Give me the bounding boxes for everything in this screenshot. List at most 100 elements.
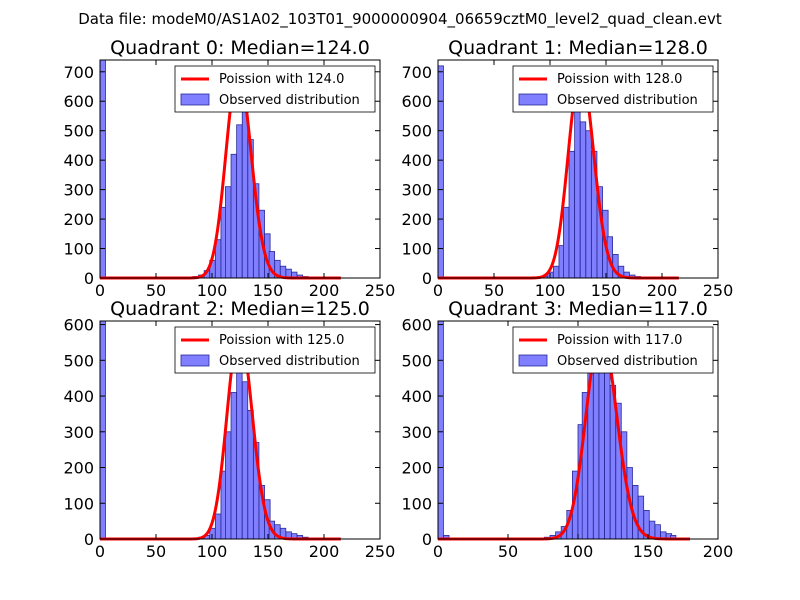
q1-legend-observed-label: Observed distribution	[557, 93, 698, 108]
q2-ytick-label-1: 100	[63, 494, 94, 513]
q0-ytick-label-6: 600	[63, 92, 94, 111]
q0-bar-8	[230, 153, 237, 279]
q0-ytick-label-2: 200	[63, 210, 94, 229]
q0-ytick-label-5: 500	[63, 122, 94, 141]
q1-bar-3	[552, 265, 560, 279]
quadrant-3-panel: Quadrant 3: Median=117.0 0 50 100 150 200 0 10…	[401, 298, 733, 561]
q0-ytick-label-7: 700	[63, 63, 94, 82]
q1-xtick-label-2: 100	[535, 281, 566, 300]
q2-ytick-label-3: 300	[63, 423, 94, 442]
q2-ytick-label-2: 200	[63, 459, 94, 478]
q0-ytick-label-3: 300	[63, 181, 94, 200]
quadrant-0-title: Quadrant 0: Median=124.0	[110, 37, 370, 59]
q3-xtick-label-0: 0	[433, 542, 443, 561]
quadrant-0-panel: Quadrant 0: Median=124.0 0 50 100 150 200 250…	[63, 37, 395, 300]
q3-ytick-label-4: 400	[401, 387, 432, 406]
q2-xtick-label-3: 150	[253, 542, 284, 561]
figure-suptitle: Data file: modeM0/AS1A02_103T01_90000009…	[78, 10, 722, 29]
q1-xtick-label-4: 200	[647, 281, 678, 300]
q1-bar-8	[579, 121, 587, 279]
quadrant-2-title: Quadrant 2: Median=125.0	[110, 298, 370, 320]
q2-axes-frame	[99, 320, 381, 540]
q1-bar-5	[563, 206, 570, 279]
q1-bar-0	[437, 65, 444, 279]
q2-legend-poisson-label: Poission with 125.0	[219, 333, 344, 348]
q2-bar-9	[241, 381, 249, 540]
q3-bar-11	[593, 359, 600, 540]
q2-ytick-label-6: 600	[63, 316, 94, 335]
q0-bar-10	[241, 109, 249, 279]
q3-ytick-label-6: 600	[401, 316, 432, 335]
q0-xtick-label-4: 200	[309, 281, 340, 300]
q2-bar-4	[214, 513, 222, 540]
q3-legend-bar-swatch	[518, 354, 548, 367]
q0-xtick-label-0: 0	[95, 281, 105, 300]
q3-xtick-label-1: 50	[498, 542, 518, 561]
q0-ytick-label-1: 100	[63, 240, 94, 259]
q1-ytick-label-2: 200	[401, 210, 432, 229]
q1-xtick-label-0: 0	[433, 281, 443, 300]
quadrant-1-panel: Quadrant 1: Median=128.0 0 50 100 150 200 250…	[401, 37, 733, 300]
q3-bar-0	[437, 320, 444, 540]
q1-ytick-label-3: 300	[401, 181, 432, 200]
q3-legend-observed-label: Observed distribution	[557, 354, 698, 369]
q3-bar-12	[598, 352, 605, 540]
q2-xtick-label-5: 250	[365, 542, 396, 561]
q1-ytick-label-7: 700	[401, 63, 432, 82]
q0-xtick-label-2: 100	[197, 281, 228, 300]
q2-xtick-label-1: 50	[146, 542, 166, 561]
quadrant-2-panel: Quadrant 2: Median=125.0 0 50 100 150 200 250…	[63, 298, 395, 561]
quadrant-1-title: Quadrant 1: Median=128.0	[448, 37, 708, 59]
q0-xtick-label-1: 50	[146, 281, 166, 300]
q3-xtick-label-3: 150	[633, 542, 664, 561]
q0-bar-7	[225, 186, 232, 279]
q2-bar-6	[225, 431, 232, 540]
q0-legend-observed-label: Observed distribution	[219, 93, 360, 108]
q2-legend-observed-label: Observed distribution	[219, 354, 360, 369]
q0-xtick-label-5: 250	[365, 281, 396, 300]
q0-bar-9	[236, 124, 243, 279]
q3-ytick-label-0: 0	[422, 530, 432, 549]
q0-axes-frame	[99, 59, 381, 279]
q2-ytick-label-5: 500	[63, 351, 94, 370]
q1-legend-poisson-label: Poission with 128.0	[557, 72, 682, 87]
q0-ytick-label-0: 0	[84, 269, 94, 288]
q2-bar-7	[230, 392, 237, 540]
q1-bar-7	[574, 109, 581, 279]
q2-bar-8	[236, 370, 243, 540]
q1-bar-9	[585, 130, 592, 279]
q3-xtick-label-2: 100	[563, 542, 594, 561]
q1-axes-frame	[437, 59, 719, 279]
q1-ytick-label-5: 500	[401, 122, 432, 141]
q0-xtick-label-3: 150	[253, 281, 284, 300]
q1-xtick-label-5: 250	[703, 281, 734, 300]
q1-ytick-label-6: 600	[401, 92, 432, 111]
q1-ytick-label-1: 100	[401, 240, 432, 259]
q1-ytick-label-4: 400	[401, 151, 432, 170]
q1-ytick-label-0: 0	[422, 269, 432, 288]
quadrant-3-title: Quadrant 3: Median=117.0	[448, 298, 708, 320]
q3-legend-poisson-label: Poission with 117.0	[557, 333, 682, 348]
q3-bar-22	[654, 524, 661, 540]
q0-legend-bar-swatch	[180, 93, 210, 106]
q3-ytick-label-2: 200	[401, 459, 432, 478]
q1-xtick-label-1: 50	[484, 281, 504, 300]
q0-ytick-label-4: 400	[63, 151, 94, 170]
q2-xtick-label-0: 0	[95, 542, 105, 561]
q2-legend-bar-swatch	[180, 354, 210, 367]
q2-xtick-label-2: 100	[197, 542, 228, 561]
q0-legend-poisson-label: Poission with 124.0	[219, 72, 344, 87]
q3-ytick-label-5: 500	[401, 351, 432, 370]
q3-ytick-label-3: 300	[401, 423, 432, 442]
q3-bar-13	[604, 359, 611, 540]
q1-legend-bar-swatch	[518, 93, 548, 106]
q1-bar-6	[568, 150, 575, 279]
q3-ytick-label-1: 100	[401, 494, 432, 513]
q0-bar-0	[99, 59, 106, 279]
q2-bar-0	[99, 320, 106, 540]
q2-xtick-label-4: 200	[309, 542, 340, 561]
q1-xtick-label-3: 150	[591, 281, 622, 300]
q2-ytick-label-4: 400	[63, 387, 94, 406]
q2-ytick-label-0: 0	[84, 530, 94, 549]
